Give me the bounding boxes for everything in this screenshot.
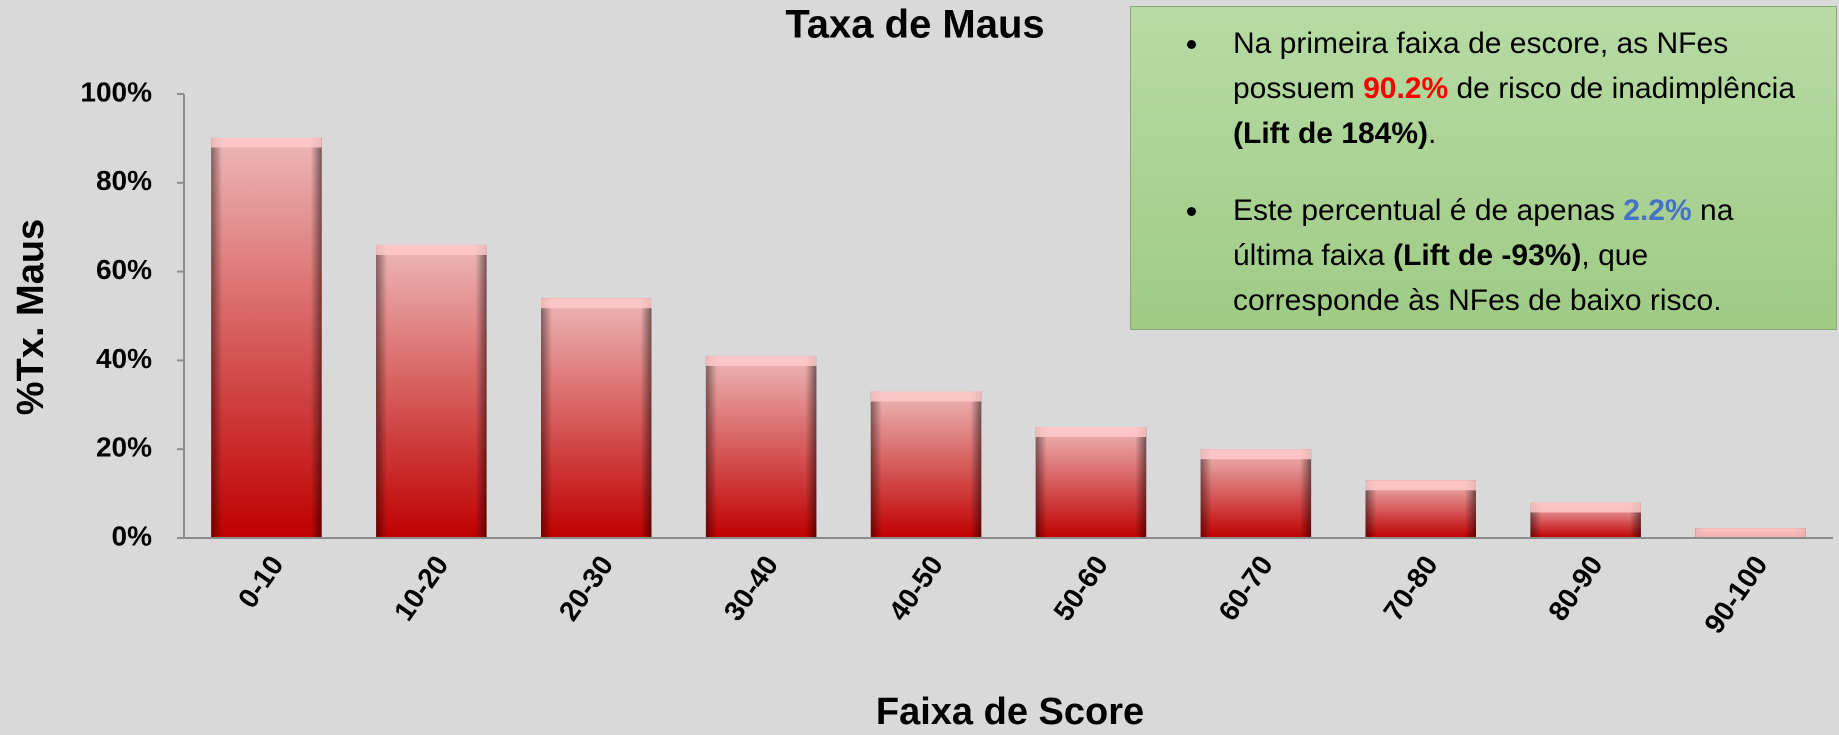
- bar-cap: [1530, 502, 1641, 513]
- annotation-text: Na primeira faixa de escore, as NFes pos…: [1233, 27, 1729, 105]
- y-tick-label: 100%: [80, 76, 152, 107]
- chart-title: Taxa de Maus: [785, 3, 1044, 47]
- y-axis-label: %Tx. Maus: [10, 219, 52, 415]
- annotation-text: de risco de inadimplência: [1448, 72, 1796, 105]
- y-tick-label: 20%: [96, 432, 152, 463]
- annotation-text: .: [1428, 117, 1437, 150]
- bar-edge: [1035, 427, 1147, 538]
- annotation-text: 90.2%: [1363, 72, 1449, 105]
- y-tick-label: 60%: [96, 254, 152, 285]
- bar-edge: [1200, 449, 1312, 538]
- bar-cap: [870, 391, 982, 402]
- bar-edge: [705, 355, 817, 538]
- annotation-list: Na primeira faixa de escore, as NFes pos…: [1131, 21, 1836, 323]
- bar-edge: [376, 244, 487, 538]
- x-tick-label: 40-50: [883, 550, 949, 626]
- annotation-text: (Lift de -93%): [1393, 239, 1582, 272]
- x-tick-label: 0-10: [232, 550, 290, 614]
- x-tick-label: 80-90: [1542, 550, 1608, 626]
- bar-cap: [376, 244, 487, 255]
- x-tick-label: 50-60: [1047, 550, 1113, 626]
- x-tick-label: 60-70: [1212, 550, 1278, 626]
- x-tick-label: 20-30: [553, 550, 619, 626]
- bar-edge: [211, 137, 322, 538]
- bar-cap: [1200, 449, 1312, 460]
- x-tick-label: 90-100: [1698, 550, 1773, 639]
- x-axis-label: Faixa de Score: [876, 691, 1144, 733]
- bar-edge: [870, 391, 982, 538]
- x-tick-label: 70-80: [1377, 550, 1443, 626]
- bar-cap: [705, 355, 817, 366]
- annotation-box: Na primeira faixa de escore, as NFes pos…: [1130, 6, 1837, 330]
- y-tick-label: 80%: [96, 165, 152, 196]
- x-tick-label: 30-40: [718, 550, 784, 626]
- annotation-text: na última faixa: [1233, 194, 1734, 272]
- annotation-text: , que corresponde às NFes de baixo risco…: [1233, 239, 1722, 317]
- bar-cap: [211, 137, 322, 148]
- bar-cap: [1365, 480, 1476, 491]
- bar-cap: [1695, 528, 1806, 538]
- annotation-text: Este percentual é de apenas: [1233, 194, 1624, 227]
- bar-cap: [541, 298, 652, 309]
- annotation-text: 2.2%: [1623, 194, 1692, 227]
- y-tick-label: 40%: [96, 343, 152, 374]
- x-tick-label: 10-20: [388, 550, 454, 626]
- bar-edge: [541, 298, 652, 538]
- y-tick-label: 0%: [112, 520, 153, 551]
- bar-cap: [1035, 427, 1147, 437]
- annotation-text: (Lift de 184%): [1233, 117, 1429, 150]
- annotation: Este percentual é de apenas 2.2% na últi…: [1211, 188, 1816, 323]
- annotation: Na primeira faixa de escore, as NFes pos…: [1211, 21, 1816, 156]
